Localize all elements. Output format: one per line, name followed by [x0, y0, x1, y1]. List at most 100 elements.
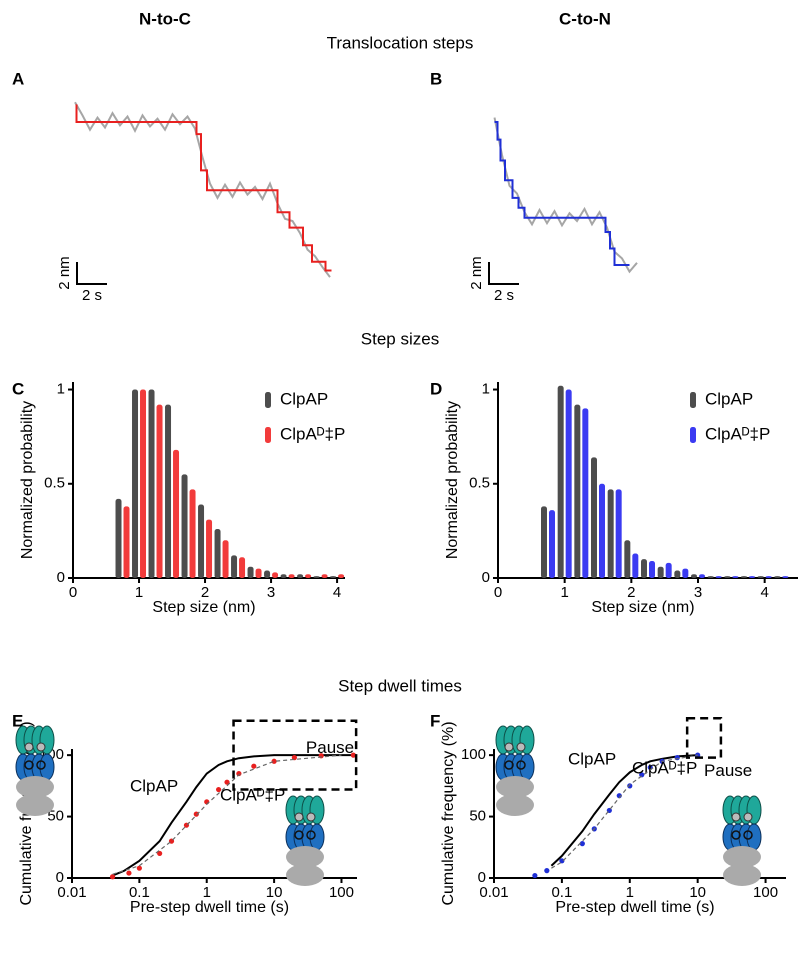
y-tick-label: 0 — [478, 869, 486, 886]
data-point — [532, 872, 538, 879]
bar — [724, 576, 731, 578]
column-header: C-to-N — [559, 9, 611, 28]
bar — [591, 457, 597, 578]
data-point — [559, 858, 565, 864]
bar — [657, 566, 664, 578]
complex-icon — [285, 795, 325, 886]
pause-box — [232, 719, 358, 791]
icon-part — [504, 760, 514, 770]
icon-part — [24, 760, 34, 770]
bar — [222, 540, 229, 578]
y-tick-label: 0 — [57, 569, 65, 586]
x-tick-label: 10 — [689, 884, 706, 901]
section-title: Step dwell times — [338, 676, 462, 695]
panel-label: B — [430, 69, 442, 88]
bar — [272, 572, 279, 578]
legend-swatch — [265, 427, 271, 443]
x-tick-label: 2 — [201, 584, 209, 601]
panel-label: F — [430, 711, 440, 730]
x-tick-label: 100 — [329, 884, 354, 901]
icon-part — [16, 794, 54, 816]
icon-part — [294, 830, 304, 840]
bar — [321, 574, 328, 578]
y-tick-label: 0.5 — [469, 475, 490, 492]
x-axis-title: Step size (nm) — [591, 599, 694, 616]
icon-part — [746, 823, 762, 851]
bar — [665, 562, 672, 578]
panel-label: E — [12, 711, 23, 730]
x-tick-label: 100 — [753, 884, 778, 901]
bar — [330, 576, 337, 578]
icon-part — [286, 864, 324, 886]
legend-label: ClpAᴰ‡P — [280, 424, 345, 443]
x-tick-label: 3 — [694, 584, 702, 601]
bar — [198, 504, 205, 578]
data-line — [494, 121, 630, 266]
legend-swatch — [690, 427, 696, 443]
data-line — [493, 117, 638, 274]
icon-part — [496, 794, 534, 816]
data-line — [551, 754, 698, 869]
scale-bar-label: 2 s — [82, 287, 102, 304]
bar — [115, 498, 122, 578]
legend-label: ClpAP — [280, 389, 328, 408]
bar — [148, 389, 155, 578]
bar — [165, 404, 172, 578]
bar — [699, 574, 705, 578]
bar — [607, 489, 614, 578]
bar — [565, 389, 572, 578]
icon-part — [39, 753, 55, 781]
bar — [239, 557, 246, 578]
icon-part — [519, 753, 535, 781]
bar — [765, 576, 772, 578]
icon-part — [24, 742, 34, 752]
bar — [255, 568, 262, 578]
x-tick-label: 1 — [560, 584, 568, 601]
series-label: ClpAP — [130, 776, 178, 795]
data-line — [112, 754, 342, 875]
bar — [305, 574, 312, 578]
bar — [297, 574, 304, 578]
x-tick-label: 0.01 — [57, 884, 86, 901]
scale-bar-label: 2 nm — [56, 256, 73, 289]
x-tick-label: 3 — [267, 584, 275, 601]
column-header: N-to-C — [139, 9, 191, 28]
bar — [280, 574, 287, 578]
y-tick-label: 50 — [47, 808, 64, 825]
x-axis-title: Pre-step dwell time (s) — [130, 899, 289, 916]
y-tick-label: 1 — [482, 381, 490, 398]
bar — [206, 519, 213, 578]
bar — [632, 553, 639, 578]
icon-part — [504, 742, 514, 752]
pause-label: Pause — [306, 738, 354, 757]
data-point — [251, 763, 257, 769]
x-tick-label: 0 — [69, 584, 77, 601]
icon-part — [723, 864, 761, 886]
scale-bar-label: 2 s — [494, 287, 514, 304]
bar — [682, 568, 689, 578]
bar — [181, 474, 188, 578]
complex-icon — [722, 795, 762, 886]
data-line — [550, 754, 698, 867]
x-tick-label: 1 — [626, 884, 634, 901]
bar — [674, 570, 681, 578]
bar — [574, 404, 581, 578]
data-point — [126, 870, 132, 876]
icon-part — [306, 830, 316, 840]
legend-swatch — [265, 392, 271, 408]
pause-box — [685, 717, 723, 759]
bar — [582, 408, 589, 578]
section-title: Step sizes — [361, 329, 439, 348]
x-axis-title: Step size (nm) — [152, 599, 255, 616]
series-label: ClpAP — [568, 749, 616, 768]
x-tick-label: 0.1 — [129, 884, 150, 901]
data-line — [75, 104, 332, 272]
icon-part — [294, 812, 304, 822]
bar — [557, 385, 564, 578]
icon-part — [306, 812, 316, 822]
data-point — [544, 868, 550, 874]
data-point — [350, 752, 356, 758]
data-point — [193, 811, 199, 817]
bar — [707, 576, 714, 578]
bar — [189, 489, 196, 578]
